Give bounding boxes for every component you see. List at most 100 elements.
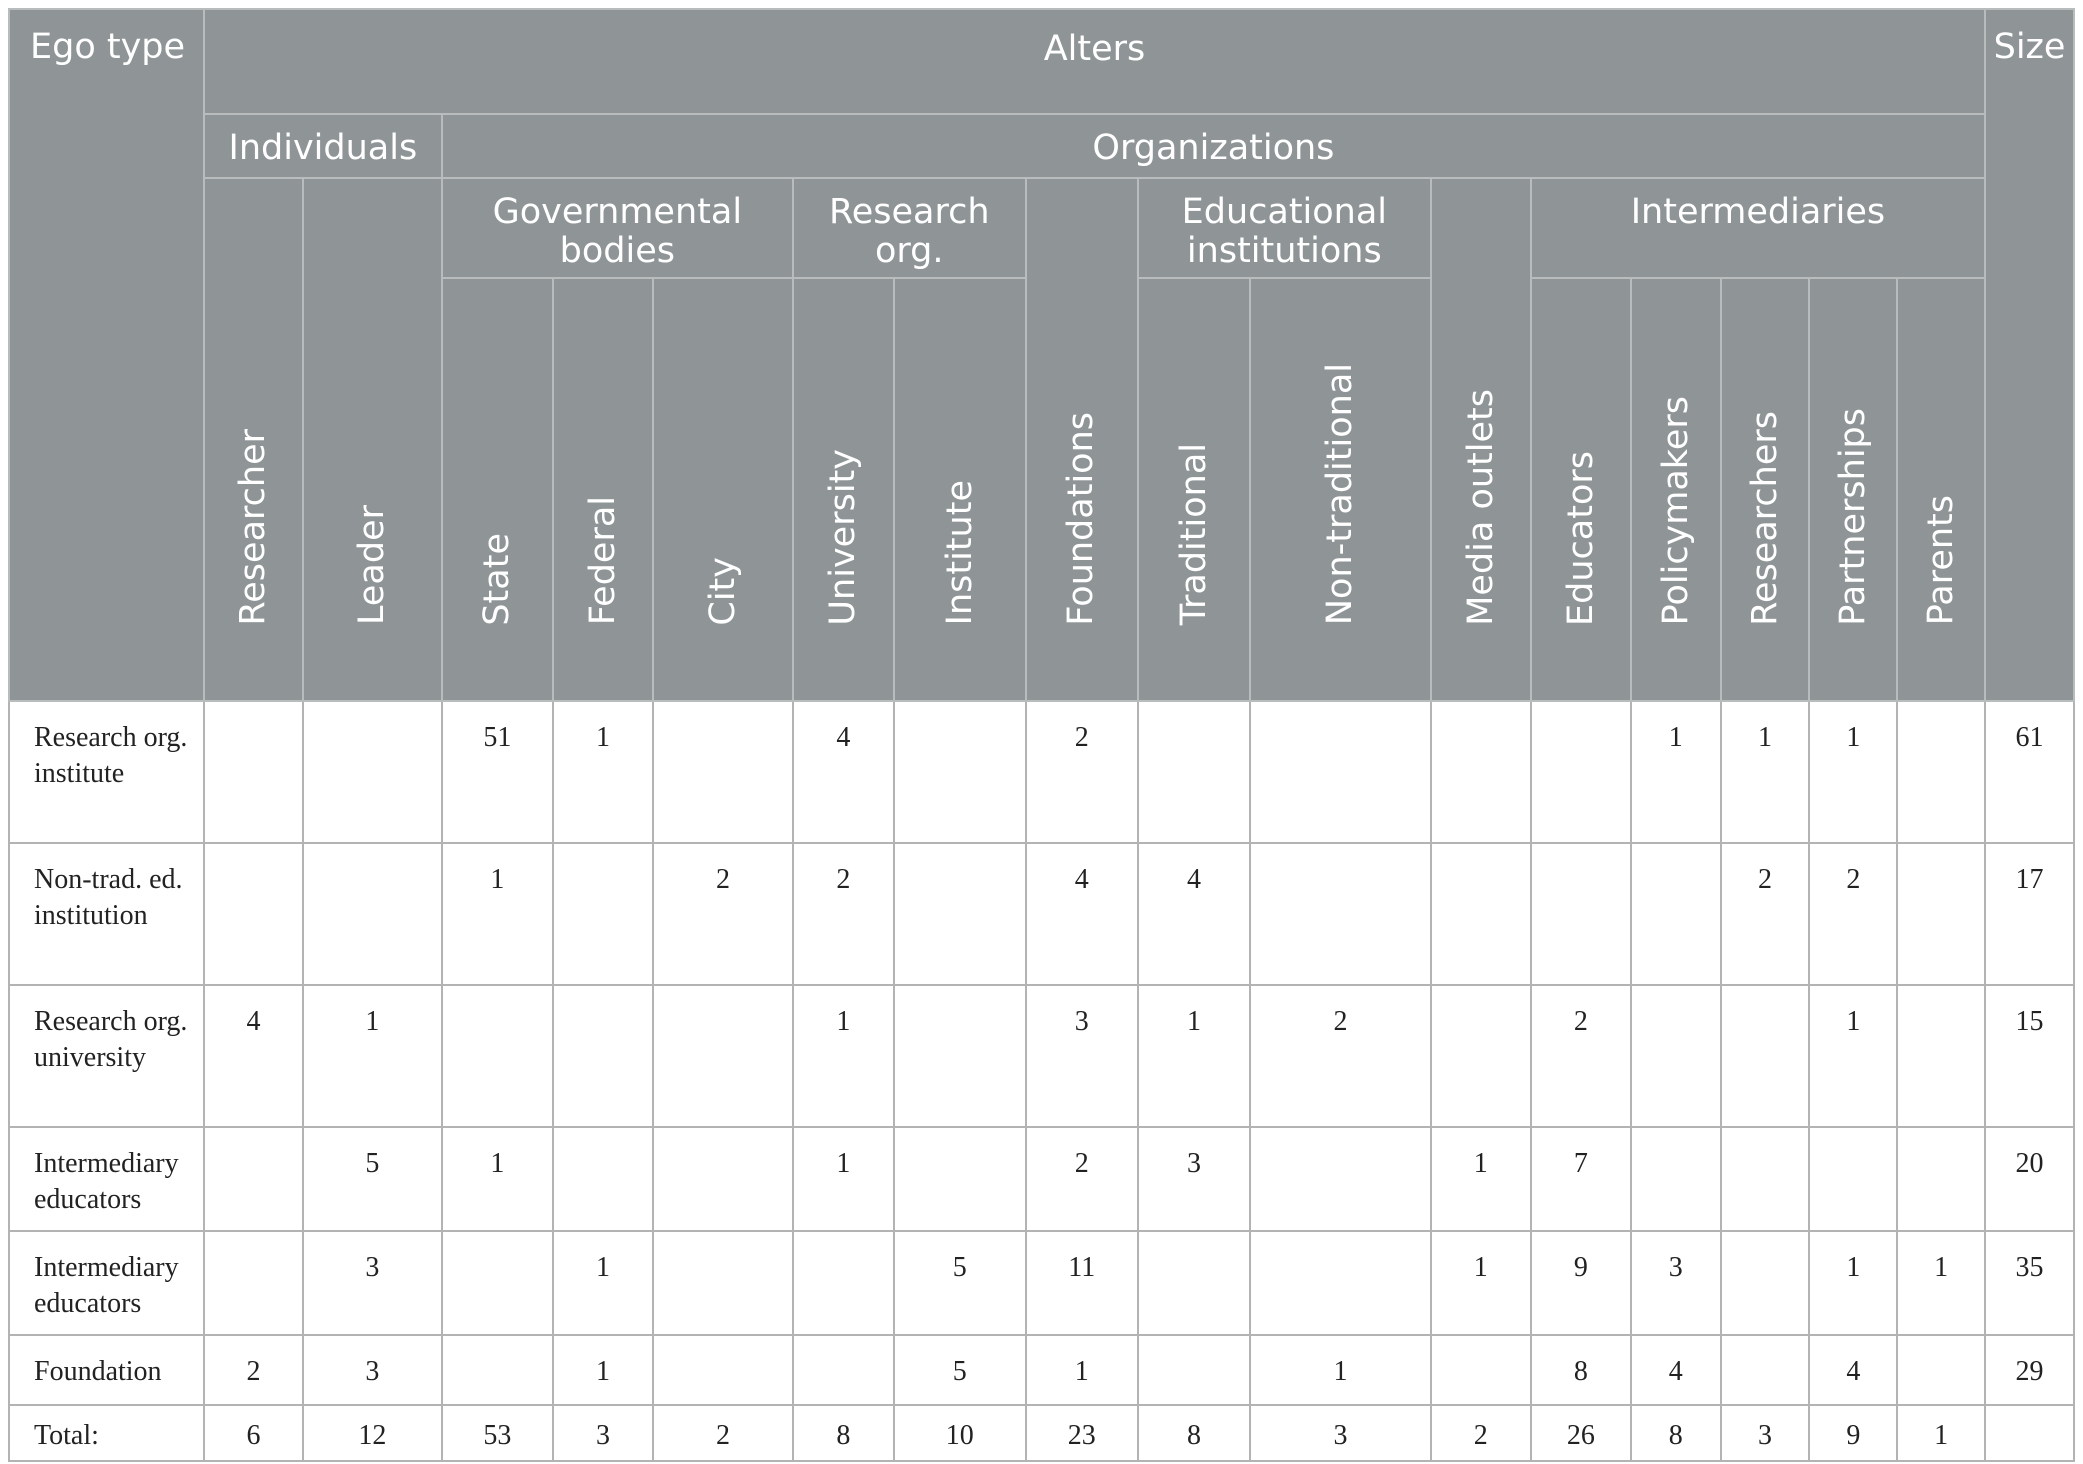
table-cell: 5 bbox=[301, 1126, 443, 1232]
table-cell bbox=[892, 1126, 1027, 1232]
table-cell bbox=[301, 700, 443, 844]
row-label: Intermediary educators bbox=[8, 1126, 205, 1232]
table-cell bbox=[1429, 1334, 1532, 1406]
table-cell: 2 bbox=[1808, 842, 1899, 986]
table-cell: 10 bbox=[892, 1404, 1027, 1462]
col-header-federal: Federal bbox=[552, 277, 655, 702]
col-header-leader: Leader bbox=[301, 177, 443, 702]
table-header: Ego type Alters Size Individuals Organiz… bbox=[8, 8, 2075, 702]
table-cell bbox=[440, 1230, 555, 1336]
table-cell bbox=[440, 1334, 555, 1406]
header-alters: Alters bbox=[202, 8, 1987, 115]
table-cell: 2 bbox=[1024, 700, 1139, 844]
table-cell: 1 bbox=[1808, 984, 1899, 1128]
table-cell: 4 bbox=[1024, 842, 1139, 986]
table-cell bbox=[791, 1230, 895, 1336]
col-header-parents: Parents bbox=[1896, 277, 1987, 702]
table-cell: 2 bbox=[652, 1404, 794, 1462]
table-cell: 1 bbox=[1429, 1126, 1532, 1232]
table-cell bbox=[1896, 700, 1987, 844]
table-cell bbox=[1136, 700, 1252, 844]
header-educational-institutions: Educational institutions bbox=[1136, 177, 1432, 279]
row-label: Intermediary educators bbox=[8, 1230, 205, 1336]
table-cell: 1 bbox=[1896, 1404, 1987, 1462]
table-cell: 2 bbox=[1719, 842, 1811, 986]
table-cell: 6 bbox=[202, 1404, 304, 1462]
table-cell: 1 bbox=[301, 984, 443, 1128]
table-cell bbox=[892, 700, 1027, 844]
header-individuals: Individuals bbox=[202, 113, 443, 179]
table-cell: 3 bbox=[1024, 984, 1139, 1128]
table-cell: 1 bbox=[1719, 700, 1811, 844]
col-header-city: City bbox=[652, 277, 794, 702]
table-cell: 23 bbox=[1024, 1404, 1139, 1462]
table-cell bbox=[1719, 1230, 1811, 1336]
col-header-educators: Educators bbox=[1529, 277, 1632, 702]
table-cell bbox=[202, 842, 304, 986]
header-organizations: Organizations bbox=[440, 113, 1987, 179]
table-cell bbox=[440, 984, 555, 1128]
row-label: Research org. institute bbox=[8, 700, 205, 844]
table-row: Research org. institute 51 1 4 2 1 1 1 61 bbox=[8, 700, 2075, 844]
col-header-institute: Institute bbox=[892, 277, 1027, 702]
table-cell bbox=[1719, 1126, 1811, 1232]
table-row: Research org. university 4 1 1 3 1 2 2 1 15 bbox=[8, 984, 2075, 1128]
table-cell: 2 bbox=[202, 1334, 304, 1406]
col-header-partnerships: Partnerships bbox=[1808, 277, 1899, 702]
table-cell bbox=[1136, 1334, 1252, 1406]
size-cell: 61 bbox=[1984, 700, 2075, 844]
table-cell: 2 bbox=[1529, 984, 1632, 1128]
size-cell: 29 bbox=[1984, 1334, 2075, 1406]
table-cell: 1 bbox=[552, 1334, 655, 1406]
table-cell: 2 bbox=[1024, 1126, 1139, 1232]
table-cell bbox=[552, 1126, 655, 1232]
table-cell: 11 bbox=[1024, 1230, 1139, 1336]
table-cell: 3 bbox=[1719, 1404, 1811, 1462]
table-cell: 2 bbox=[1429, 1404, 1532, 1462]
table-cell: 3 bbox=[301, 1334, 443, 1406]
table-cell: 1 bbox=[552, 1230, 655, 1336]
table-cell: 9 bbox=[1529, 1230, 1632, 1336]
table-cell: 2 bbox=[652, 842, 794, 986]
table-cell: 8 bbox=[791, 1404, 895, 1462]
table-cell: 1 bbox=[1896, 1230, 1987, 1336]
table-cell bbox=[202, 1126, 304, 1232]
table-cell bbox=[1249, 1126, 1432, 1232]
table-cell: 8 bbox=[1529, 1334, 1632, 1406]
col-header-researchers: Researchers bbox=[1719, 277, 1811, 702]
table-cell bbox=[1719, 984, 1811, 1128]
col-header-traditional: Traditional bbox=[1136, 277, 1252, 702]
table-cell: 1 bbox=[1808, 700, 1899, 844]
col-header-university: University bbox=[791, 277, 895, 702]
table-cell: 5 bbox=[892, 1334, 1027, 1406]
table-cell bbox=[1249, 700, 1432, 844]
table-cell bbox=[202, 1230, 304, 1336]
table-cell: 4 bbox=[1629, 1334, 1722, 1406]
ego-alters-table: Ego type Alters Size Individuals Organiz… bbox=[8, 8, 2075, 1462]
header-ego-type: Ego type bbox=[8, 8, 205, 702]
table-cell: 2 bbox=[791, 842, 895, 986]
table-row: Foundation 2 3 1 5 1 1 8 4 4 29 bbox=[8, 1334, 2075, 1406]
table-cell bbox=[652, 984, 794, 1128]
table-cell bbox=[552, 842, 655, 986]
table-cell: 1 bbox=[440, 842, 555, 986]
col-header-non-traditional: Non-traditional bbox=[1249, 277, 1432, 702]
table-cell: 1 bbox=[440, 1126, 555, 1232]
table-cell: 3 bbox=[552, 1404, 655, 1462]
table-cell bbox=[1896, 1126, 1987, 1232]
size-cell: 17 bbox=[1984, 842, 2075, 986]
table-cell bbox=[1896, 842, 1987, 986]
table-cell: 1 bbox=[1808, 1230, 1899, 1336]
table-cell bbox=[1429, 842, 1532, 986]
table-cell bbox=[1896, 1334, 1987, 1406]
table-cell: 4 bbox=[202, 984, 304, 1128]
table-cell: 8 bbox=[1136, 1404, 1252, 1462]
table-cell: 7 bbox=[1529, 1126, 1632, 1232]
size-cell: 15 bbox=[1984, 984, 2075, 1128]
table-cell bbox=[202, 700, 304, 844]
table-cell bbox=[1136, 1230, 1252, 1336]
header-intermediaries: Intermediaries bbox=[1529, 177, 1987, 279]
table-cell bbox=[301, 842, 443, 986]
table-cell: 8 bbox=[1629, 1404, 1722, 1462]
table-cell bbox=[892, 984, 1027, 1128]
